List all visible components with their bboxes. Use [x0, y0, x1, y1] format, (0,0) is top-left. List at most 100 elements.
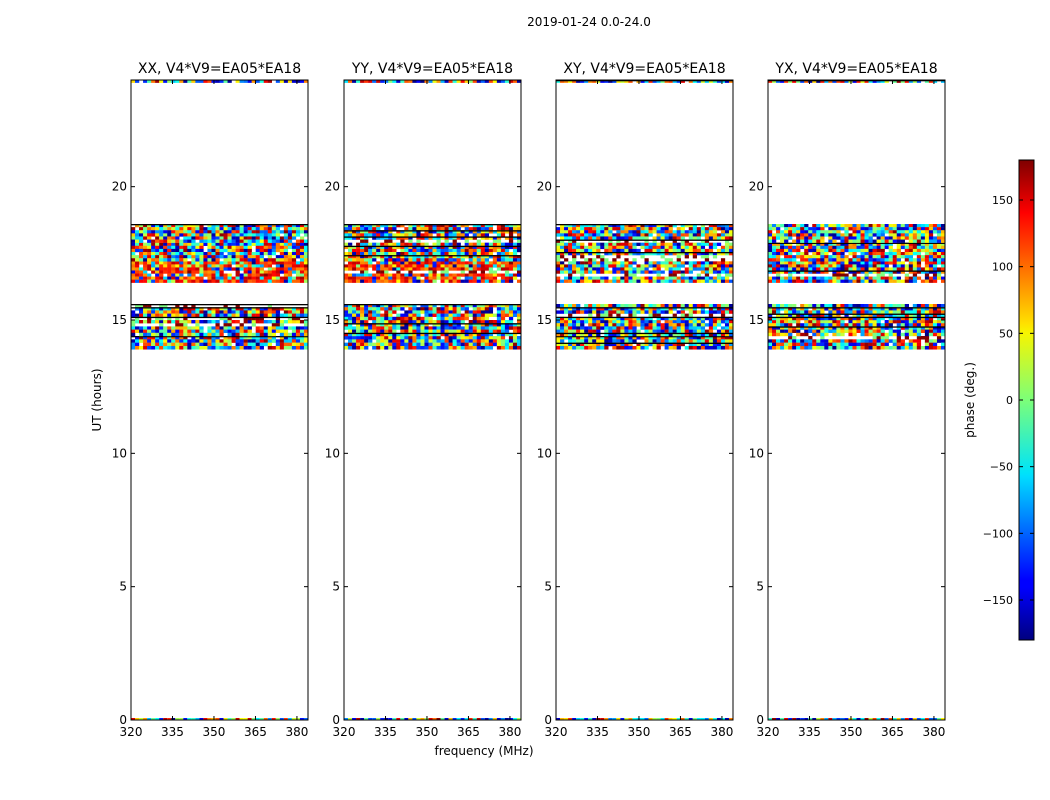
heatmap-cell: [356, 258, 361, 262]
heatmap-cell: [432, 279, 437, 283]
heatmap-cell: [247, 307, 252, 311]
heatmap-cell: [364, 346, 369, 350]
heatmap-cell: [584, 276, 589, 280]
heatmap-cell: [199, 258, 204, 262]
heatmap-cell: [356, 242, 361, 246]
heatmap-cell: [412, 224, 417, 228]
heatmap-cell: [608, 230, 613, 234]
heatmap-cell: [776, 264, 781, 268]
heatmap-cell: [556, 279, 561, 283]
heatmap-cell: [644, 718, 649, 720]
heatmap-cell: [836, 346, 841, 350]
heatmap-cell: [364, 248, 369, 253]
heatmap-cell: [728, 80, 734, 83]
heatmap-cell: [211, 233, 216, 237]
heatmap-cell: [680, 248, 685, 253]
heatmap-cell: [668, 261, 673, 265]
heatmap-cell: [259, 329, 264, 333]
heatmap-cell: [608, 248, 613, 253]
heatmap-cell: [884, 270, 889, 274]
heatmap-cell: [892, 329, 897, 333]
heatmap-cell: [708, 279, 714, 283]
heatmap-cell: [155, 279, 160, 283]
heatmap-cell: [604, 236, 609, 240]
heatmap-cell: [472, 248, 477, 253]
heatmap-cell: [227, 267, 232, 271]
heatmap-cell: [131, 264, 136, 268]
heatmap-cell: [147, 248, 152, 253]
heatmap-cell: [352, 329, 357, 333]
heatmap-cell: [239, 332, 244, 337]
heatmap-cell: [476, 279, 481, 283]
heatmap-cell: [291, 245, 297, 250]
heatmap-cell: [408, 346, 413, 350]
heatmap-cell: [215, 267, 220, 271]
heatmap-cell: [131, 267, 136, 271]
heatmap-cell: [728, 230, 734, 234]
heatmap-cell: [444, 346, 449, 350]
heatmap-cell: [560, 248, 565, 253]
heatmap-cell: [872, 310, 877, 314]
heatmap-cell: [584, 245, 589, 250]
heatmap-cell: [712, 316, 718, 321]
heatmap-cell: [620, 270, 625, 274]
heatmap-cell: [408, 313, 413, 317]
heatmap-cell: [215, 276, 220, 280]
heatmap-cell: [480, 270, 485, 274]
heatmap-cell: [476, 310, 481, 314]
heatmap-cell: [696, 273, 702, 277]
x-tick-label: 320: [545, 725, 568, 739]
heatmap-cell: [856, 270, 861, 274]
flag-line: [344, 255, 521, 257]
heatmap-cell: [219, 316, 224, 321]
heatmap-cell: [468, 329, 473, 333]
heatmap-cell: [428, 267, 433, 271]
heatmap-cell: [275, 346, 281, 350]
heatmap-cell: [556, 245, 561, 250]
heatmap-cell: [928, 261, 934, 265]
heatmap-cell: [287, 320, 293, 324]
heatmap-cell: [496, 342, 502, 347]
heatmap-cell: [239, 310, 244, 314]
heatmap-cell: [203, 336, 208, 340]
heatmap-cell: [179, 270, 184, 274]
heatmap-cell: [243, 310, 248, 314]
heatmap-cell: [604, 248, 609, 253]
heatmap-cell: [772, 316, 777, 321]
heatmap-cell: [580, 329, 585, 333]
heatmap-cell: [131, 245, 136, 250]
heatmap-cell: [291, 336, 297, 340]
heatmap-cell: [456, 242, 461, 246]
heatmap-cell: [199, 279, 204, 283]
heatmap-cell: [356, 227, 361, 231]
heatmap-cell: [596, 242, 601, 246]
heatmap-cell: [808, 326, 813, 330]
heatmap-cell: [476, 258, 481, 262]
heatmap-cell: [896, 332, 901, 337]
heatmap-cell: [772, 323, 777, 327]
heatmap-cell: [183, 279, 188, 283]
heatmap-cell: [696, 346, 702, 350]
heatmap-cell: [656, 230, 661, 234]
heatmap-cell: [664, 336, 669, 340]
heatmap-cell: [468, 320, 473, 324]
heatmap-cell: [480, 236, 485, 240]
heatmap-cell: [556, 258, 561, 262]
heatmap-cell: [151, 252, 156, 256]
heatmap-cell: [263, 242, 268, 246]
heatmap-cell: [512, 307, 518, 311]
heatmap-cell: [436, 323, 441, 327]
heatmap-cell: [183, 320, 188, 324]
heatmap-cell: [768, 310, 773, 314]
heatmap-cell: [508, 242, 514, 246]
heatmap-cell: [203, 332, 208, 337]
heatmap-cell: [147, 307, 152, 311]
flag-line: [344, 230, 521, 232]
heatmap-cell: [191, 267, 196, 271]
heatmap-cell: [444, 273, 449, 277]
heatmap-cell: [896, 310, 901, 314]
heatmap-cell: [464, 236, 469, 240]
heatmap-cell: [480, 273, 485, 277]
heatmap-cell: [688, 332, 693, 337]
heatmap-cell: [412, 264, 417, 268]
